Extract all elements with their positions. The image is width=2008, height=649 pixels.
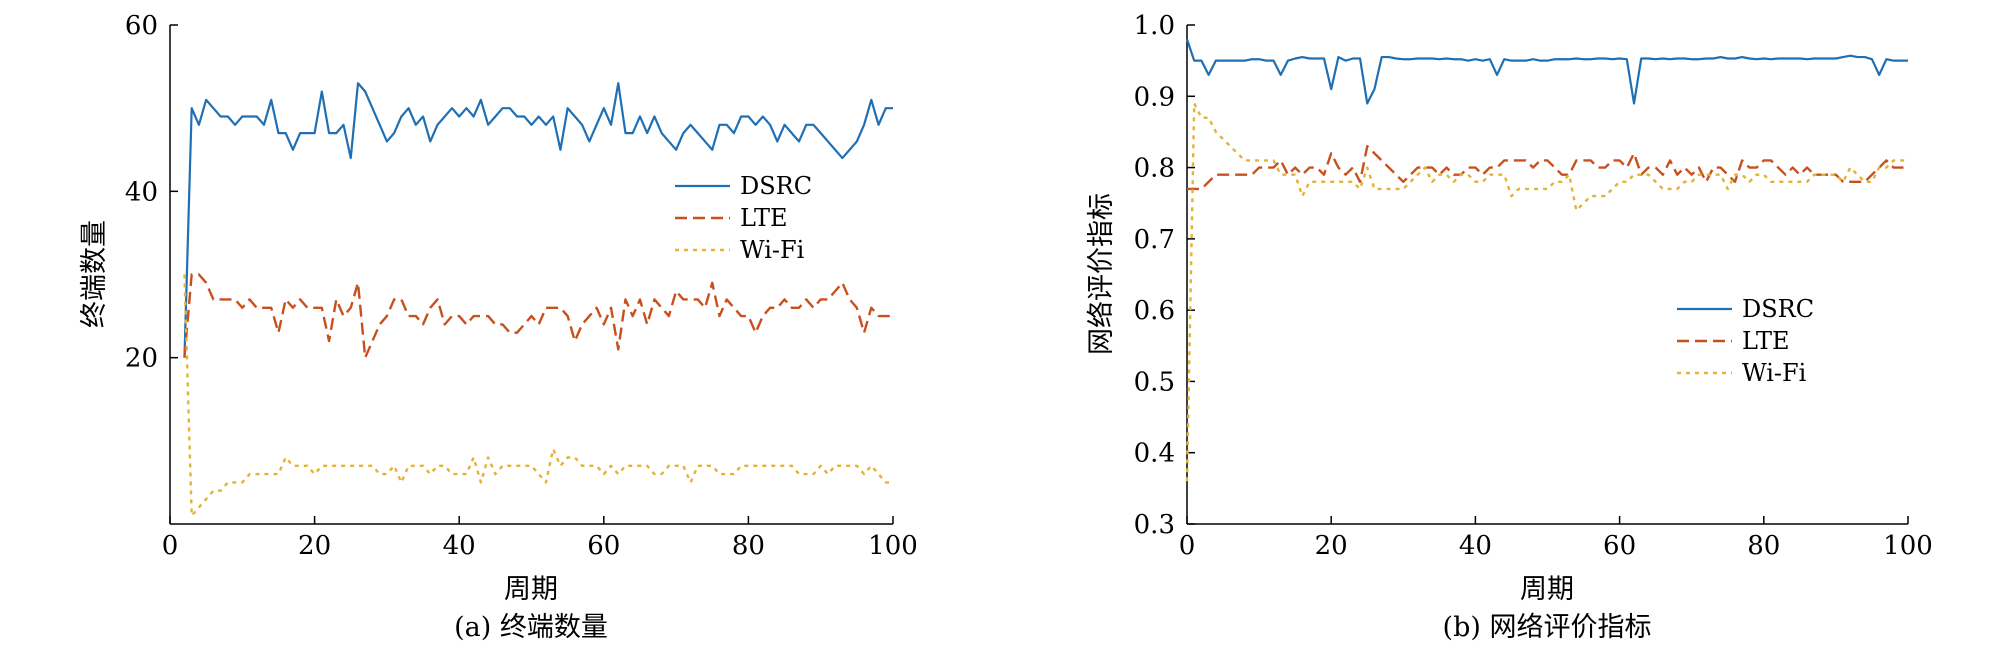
panel-a-y-ticks: 20 40 60	[125, 11, 178, 374]
panel-a-series-dsrc-line	[183, 82, 893, 358]
panel-b-series	[1185, 38, 1908, 482]
panel-b-x-tick-label: 0	[1179, 531, 1196, 561]
panel-a-legend-label-wi-fi: Wi-Fi	[740, 236, 805, 264]
panel-a-x-tick-label: 60	[587, 531, 620, 561]
panel-a-series	[183, 82, 893, 517]
panel-a-x-axis-title: 周期	[504, 574, 558, 605]
panel-a-x-tick-label: 0	[162, 531, 179, 561]
panel-a-legend-label-dsrc: DSRC	[740, 172, 812, 200]
panel-a-x-tick-label: 80	[732, 531, 765, 561]
panel-b-y-tick-label: 0.6	[1134, 296, 1175, 326]
panel-b-caption: (b) 网络评价指标	[1443, 612, 1652, 643]
panel-b-series-wi-fi-line	[1185, 102, 1908, 482]
panel-b-x-axis-title: 周期	[1520, 574, 1574, 605]
panel-a-y-tick-label: 40	[125, 177, 158, 207]
panel-b-y-axis-title: 网络评价指标	[1086, 193, 1117, 355]
panel-b-legend-label-wi-fi: Wi-Fi	[1742, 359, 1807, 387]
panel-b-series-dsrc-line	[1185, 38, 1908, 105]
panel-a-x-tick-label: 100	[868, 531, 918, 561]
panel-a-y-tick-label: 20	[125, 344, 158, 374]
panel-b-y-tick-label: 0.7	[1134, 225, 1175, 255]
panel-a-legend: DSRC LTE Wi-Fi	[675, 172, 812, 264]
panel-a-series-lte-line	[183, 273, 893, 359]
panel-b-y-tick-label: 0.9	[1134, 82, 1175, 112]
panel-b-series-lte-line	[1187, 144, 1908, 191]
panel-b-x-tick-label: 100	[1883, 531, 1933, 561]
panel-b-x-tick-label: 60	[1603, 531, 1636, 561]
panel-b-y-tick-label: 0.3	[1134, 510, 1175, 540]
panel-b-y-tick-label: 0.5	[1134, 367, 1175, 397]
panel-a-legend-label-lte: LTE	[740, 204, 788, 232]
panel-a-x-tick-label: 20	[298, 531, 331, 561]
panel-a-x-ticks: 0 20 40 60 80 100	[162, 516, 918, 561]
panel-b-y-tick-label: 0.8	[1134, 154, 1175, 184]
panel-b-y-tick-label: 0.4	[1134, 439, 1175, 469]
panel-b-x-tick-label: 80	[1747, 531, 1780, 561]
panel-a-y-tick-label: 60	[125, 11, 158, 41]
panel-b-x-ticks: 0 20 40 60 80 100	[1179, 516, 1933, 561]
panel-b-x-tick-label: 40	[1459, 531, 1492, 561]
panel-a-series-wi-fi-line	[183, 274, 893, 517]
panel-b-y-tick-label: 1.0	[1134, 11, 1175, 41]
panel-a-chart: 0 20 40 60 80 100 20 40 60 周期 终端数量 (a) 终端数量 DSR…	[79, 11, 918, 643]
panel-b-chart: 0 20 40 60 80 100 0.3 0.4 0.5 0.6 0.7 0.8 0.9 1.0 周期…	[1086, 11, 1933, 643]
panel-a-y-axis-title: 终端数量	[79, 220, 110, 328]
panel-a-x-tick-label: 40	[443, 531, 476, 561]
panel-a-caption: (a) 终端数量	[454, 612, 608, 643]
panel-b-legend-label-dsrc: DSRC	[1742, 295, 1814, 323]
panel-b-y-ticks: 0.3 0.4 0.5 0.6 0.7 0.8 0.9 1.0	[1134, 11, 1195, 540]
panel-b-x-tick-label: 20	[1315, 531, 1348, 561]
panel-b-legend-label-lte: LTE	[1742, 327, 1790, 355]
panel-b-legend: DSRC LTE Wi-Fi	[1677, 295, 1814, 387]
